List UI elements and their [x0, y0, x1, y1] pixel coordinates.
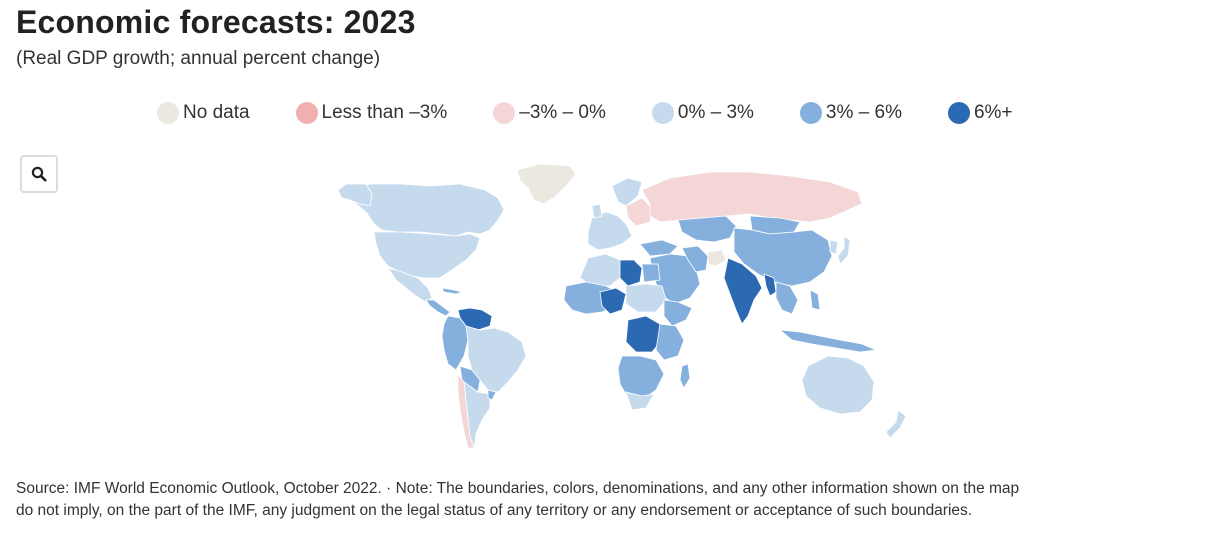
legend-label: –3% – 0%: [519, 102, 606, 123]
legend-swatch-6-plus: [947, 102, 970, 124]
legend-label: 3% – 6%: [825, 102, 902, 123]
legend-label: 0% – 3%: [677, 102, 754, 123]
region-philippines[interactable]: [809, 289, 821, 311]
region-greenland[interactable]: [516, 163, 577, 205]
region-china[interactable]: [733, 227, 833, 287]
region-western-europe[interactable]: [587, 211, 633, 251]
source-line-1: Source: IMF World Economic Outlook, Octo…: [16, 480, 1020, 497]
region-east-africa[interactable]: [655, 323, 685, 361]
region-afghanistan[interactable]: [707, 249, 727, 267]
region-egypt[interactable]: [641, 263, 661, 283]
search-icon: [31, 166, 47, 182]
region-argentina[interactable]: [463, 381, 491, 449]
region-myanmar[interactable]: [763, 273, 777, 297]
region-new-zealand[interactable]: [885, 409, 907, 439]
region-canada[interactable]: [343, 183, 505, 237]
region-eastern-europe[interactable]: [625, 197, 653, 227]
legend-item-minus-3-to-0[interactable]: –3% – 0%: [493, 102, 606, 124]
region-brazil[interactable]: [465, 325, 527, 393]
legend-item-6-plus[interactable]: 6%+: [947, 102, 1013, 124]
region-uruguay[interactable]: [487, 389, 497, 401]
region-southeast-asia[interactable]: [775, 281, 799, 315]
legend-label: 6%+: [973, 102, 1013, 123]
region-usa[interactable]: [373, 231, 481, 279]
region-sudan[interactable]: [625, 283, 667, 313]
region-south-africa[interactable]: [625, 391, 655, 411]
region-uk[interactable]: [591, 203, 603, 219]
region-japan[interactable]: [837, 235, 851, 265]
legend-swatch-no-data: [157, 102, 179, 124]
region-caribbean[interactable]: [441, 287, 463, 295]
legend-swatch-3-to-6: [799, 102, 822, 124]
legend-item-3-to-6[interactable]: 3% – 6%: [799, 102, 902, 124]
legend-item-no-data[interactable]: No data: [157, 102, 250, 124]
region-india[interactable]: [723, 257, 763, 325]
region-north-africa-west[interactable]: [579, 253, 623, 287]
region-iran[interactable]: [681, 245, 709, 273]
region-southern-africa[interactable]: [617, 355, 665, 401]
chart-title: Economic forecasts: 2023: [16, 4, 416, 40]
region-libya[interactable]: [619, 259, 643, 287]
region-madagascar[interactable]: [679, 363, 691, 389]
region-korea[interactable]: [829, 239, 839, 255]
legend-label: Less than –3%: [321, 102, 448, 123]
region-alaska[interactable]: [337, 183, 373, 207]
legend: No data Less than –3% –3% – 0% 0% – 3% 3…: [157, 99, 1013, 127]
region-scandinavia[interactable]: [611, 177, 643, 207]
region-nigeria[interactable]: [599, 287, 627, 315]
legend-label: No data: [183, 102, 250, 123]
legend-item-0-to-3[interactable]: 0% – 3%: [651, 102, 754, 124]
region-central-asia[interactable]: [677, 215, 737, 243]
region-colombia-peru[interactable]: [441, 315, 469, 371]
legend-swatch-0-to-3: [651, 102, 674, 124]
legend-swatch-less-than-minus-3: [295, 102, 318, 124]
chart-subtitle: (Real GDP growth; annual percent change): [16, 48, 381, 69]
region-turkey[interactable]: [639, 239, 679, 257]
region-australia[interactable]: [801, 355, 875, 415]
region-central-america[interactable]: [425, 299, 451, 317]
region-indonesia[interactable]: [779, 329, 877, 353]
region-russia[interactable]: [641, 171, 863, 223]
region-horn-of-africa[interactable]: [663, 299, 693, 327]
source-line-2: do not imply, on the part of the IMF, an…: [16, 502, 973, 519]
source-note: Source: IMF World Economic Outlook, Octo…: [16, 478, 1206, 522]
legend-item-less-than-minus-3[interactable]: Less than –3%: [295, 102, 448, 124]
search-button[interactable]: [20, 155, 58, 193]
world-map[interactable]: [330, 160, 950, 455]
legend-swatch-minus-3-to-0: [493, 102, 516, 124]
